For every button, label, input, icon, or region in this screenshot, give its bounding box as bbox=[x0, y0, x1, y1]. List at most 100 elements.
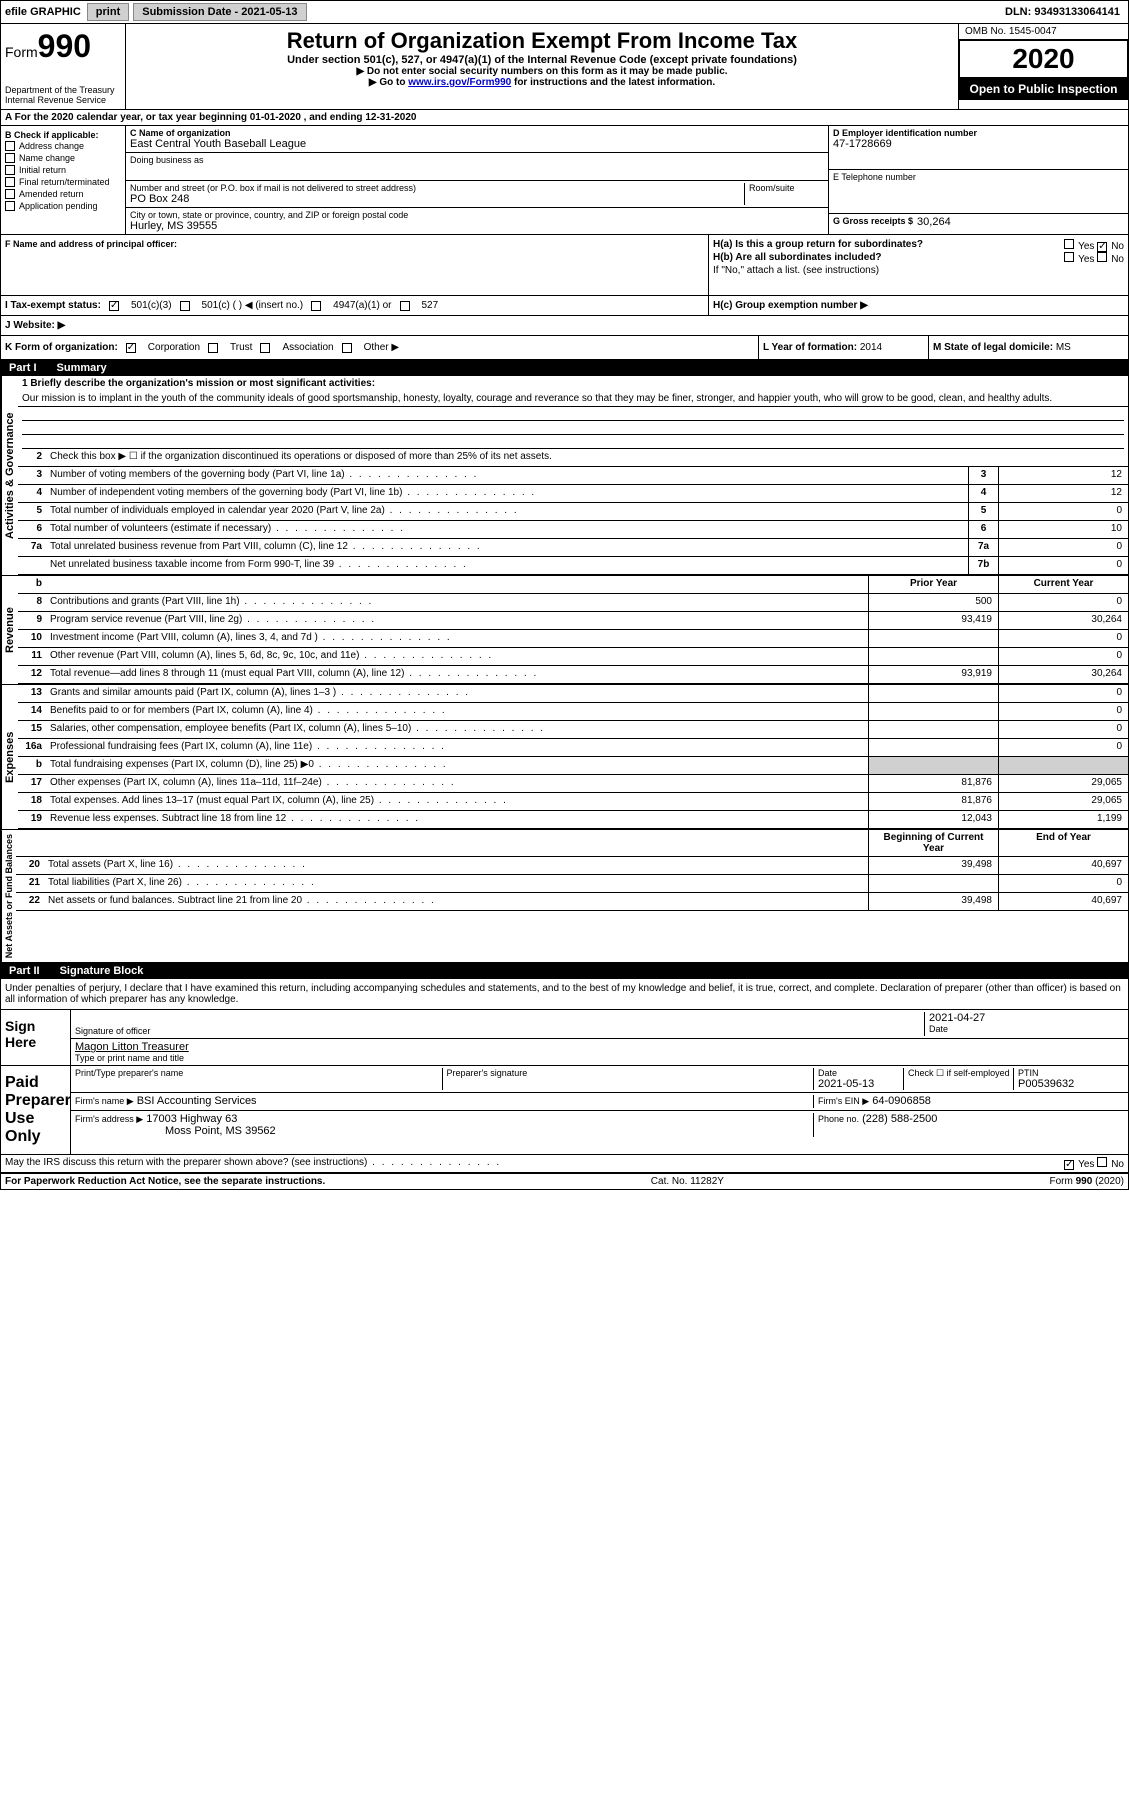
line-value: 12 bbox=[998, 485, 1128, 502]
current-value: 0 bbox=[998, 685, 1128, 702]
firm-addr2: Moss Point, MS 39562 bbox=[165, 1125, 813, 1137]
ein-label: D Employer identification number bbox=[833, 128, 1124, 138]
line-num: 8 bbox=[18, 594, 46, 611]
line-text: Total revenue—add lines 8 through 11 (mu… bbox=[46, 666, 868, 683]
ein-value: 47-1728669 bbox=[833, 138, 1124, 150]
rev-content: b Prior Year Current Year 8 Contribution… bbox=[18, 576, 1128, 684]
prep-name-label: Print/Type preparer's name bbox=[75, 1068, 442, 1078]
ha-yes-checkbox[interactable] bbox=[1064, 239, 1074, 249]
gross-value: 30,264 bbox=[917, 216, 951, 228]
city-label: City or town, state or province, country… bbox=[130, 210, 824, 220]
line-row: 19 Revenue less expenses. Subtract line … bbox=[18, 811, 1128, 829]
part2-title: Signature Block bbox=[60, 965, 144, 977]
line-num: 12 bbox=[18, 666, 46, 683]
line-row: 7a Total unrelated business revenue from… bbox=[18, 539, 1128, 557]
col-header-row-2: Beginning of Current Year End of Year bbox=[16, 830, 1128, 857]
discuss-no-checkbox[interactable] bbox=[1097, 1157, 1107, 1167]
chk-name-change[interactable]: Name change bbox=[5, 152, 121, 164]
org-name: East Central Youth Baseball League bbox=[130, 138, 824, 150]
line-row: 20 Total assets (Part X, line 16) 39,498… bbox=[16, 857, 1128, 875]
527-checkbox[interactable] bbox=[400, 301, 410, 311]
no-label: No bbox=[1111, 241, 1124, 252]
print-button[interactable]: print bbox=[87, 3, 129, 21]
part2-label: Part II bbox=[9, 965, 40, 977]
no-label: No bbox=[1111, 1159, 1124, 1170]
line-text: Total fundraising expenses (Part IX, col… bbox=[46, 757, 868, 774]
prior-value: 39,498 bbox=[868, 893, 998, 910]
footer: For Paperwork Reduction Act Notice, see … bbox=[1, 1173, 1128, 1189]
form-label: Form990 bbox=[5, 28, 121, 65]
info-block: B Check if applicable: Address change Na… bbox=[1, 126, 1128, 235]
line-num: 19 bbox=[18, 811, 46, 828]
chk-amended[interactable]: Amended return bbox=[5, 188, 121, 200]
line-num: 20 bbox=[16, 857, 44, 874]
firm-ein-value: 64-0906858 bbox=[872, 1095, 931, 1107]
prior-value: 39,498 bbox=[868, 857, 998, 874]
line-text: Contributions and grants (Part VIII, lin… bbox=[46, 594, 868, 611]
officer-label: F Name and address of principal officer: bbox=[5, 239, 704, 249]
line-num: 9 bbox=[18, 612, 46, 629]
ha-no-checkbox[interactable] bbox=[1097, 242, 1107, 252]
opt-label: Corporation bbox=[148, 342, 200, 353]
begin-year-header: Beginning of Current Year bbox=[868, 830, 998, 856]
line-num: 4 bbox=[18, 485, 46, 502]
opt-label: Trust bbox=[230, 342, 252, 353]
footer-left: For Paperwork Reduction Act Notice, see … bbox=[5, 1176, 325, 1187]
line-num: 18 bbox=[18, 793, 46, 810]
sign-here-label: Sign Here bbox=[1, 1010, 71, 1065]
chk-pending[interactable]: Application pending bbox=[5, 200, 121, 212]
submission-date-button[interactable]: Submission Date - 2021-05-13 bbox=[133, 3, 306, 21]
corp-checkbox[interactable] bbox=[126, 343, 136, 353]
part1-header: Part I Summary bbox=[1, 360, 1128, 376]
other-checkbox[interactable] bbox=[342, 343, 352, 353]
line-text: Total number of individuals employed in … bbox=[46, 503, 968, 520]
line-2: 2 Check this box ▶ ☐ if the organization… bbox=[18, 449, 1128, 467]
chk-final-return[interactable]: Final return/terminated bbox=[5, 176, 121, 188]
chk-label: Address change bbox=[19, 141, 84, 151]
hb-yes-checkbox[interactable] bbox=[1064, 252, 1074, 262]
line-row: b Total fundraising expenses (Part IX, c… bbox=[18, 757, 1128, 775]
expenses-section: Expenses 13 Grants and similar amounts p… bbox=[1, 685, 1128, 830]
hb-no-checkbox[interactable] bbox=[1097, 252, 1107, 262]
chk-address-change[interactable]: Address change bbox=[5, 140, 121, 152]
line-row: 12 Total revenue—add lines 8 through 11 … bbox=[18, 666, 1128, 684]
501c-checkbox[interactable] bbox=[180, 301, 190, 311]
vert-revenue: Revenue bbox=[1, 576, 18, 684]
line-box: 6 bbox=[968, 521, 998, 538]
irs-link[interactable]: www.irs.gov/Form990 bbox=[408, 77, 511, 88]
501c3-checkbox[interactable] bbox=[109, 301, 119, 311]
section-f: F Name and address of principal officer: bbox=[1, 235, 708, 295]
line-text: Other expenses (Part IX, column (A), lin… bbox=[46, 775, 868, 792]
addr-label: Number and street (or P.O. box if mail i… bbox=[130, 183, 744, 193]
line-row: 22 Net assets or fund balances. Subtract… bbox=[16, 893, 1128, 911]
current-value: 30,264 bbox=[998, 666, 1128, 683]
blank bbox=[16, 830, 44, 856]
header-right: OMB No. 1545-0047 2020 Open to Public In… bbox=[958, 24, 1128, 109]
sig-date-value: 2021-04-27 bbox=[929, 1012, 1124, 1024]
current-value: 29,065 bbox=[998, 775, 1128, 792]
line-text: Program service revenue (Part VIII, line… bbox=[46, 612, 868, 629]
form-container: efile GRAPHIC print Submission Date - 20… bbox=[0, 0, 1129, 1190]
line-text: Revenue less expenses. Subtract line 18 … bbox=[46, 811, 868, 828]
sig-officer-label: Signature of officer bbox=[75, 1026, 924, 1036]
chk-initial-return[interactable]: Initial return bbox=[5, 164, 121, 176]
prior-value: 12,043 bbox=[868, 811, 998, 828]
line-num: 13 bbox=[18, 685, 46, 702]
header-left: Form990 Department of the Treasury Inter… bbox=[1, 24, 126, 109]
sig-officer-line: Signature of officer 2021-04-27 Date bbox=[71, 1010, 1128, 1039]
line-text: Total assets (Part X, line 16) bbox=[44, 857, 868, 874]
discuss-yes-checkbox[interactable] bbox=[1064, 1160, 1074, 1170]
part1-label: Part I bbox=[9, 362, 37, 374]
assoc-checkbox[interactable] bbox=[260, 343, 270, 353]
part2-header: Part II Signature Block bbox=[1, 963, 1128, 979]
trust-checkbox[interactable] bbox=[208, 343, 218, 353]
form-header: Form990 Department of the Treasury Inter… bbox=[1, 24, 1128, 110]
line-num: 7a bbox=[18, 539, 46, 556]
4947-checkbox[interactable] bbox=[311, 301, 321, 311]
activities-governance-section: Activities & Governance 1 Briefly descri… bbox=[1, 376, 1128, 576]
prior-value bbox=[868, 630, 998, 647]
opt-label: Other ▶ bbox=[364, 342, 399, 353]
form-org-label: K Form of organization: bbox=[5, 342, 118, 353]
net-content: Beginning of Current Year End of Year 20… bbox=[16, 830, 1128, 962]
line-num bbox=[18, 557, 46, 574]
